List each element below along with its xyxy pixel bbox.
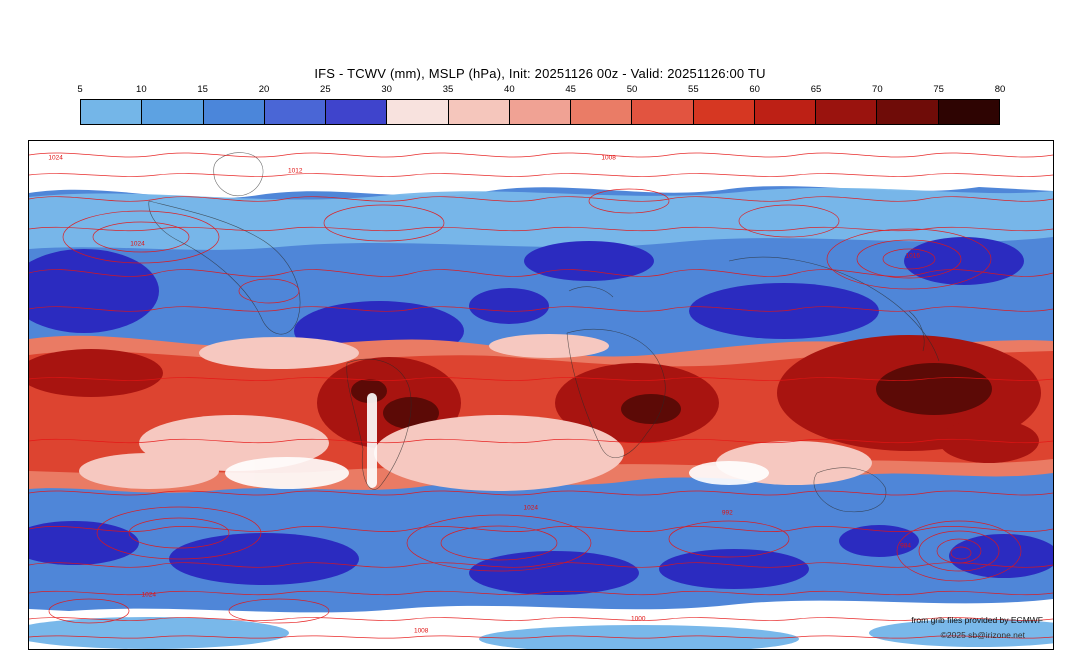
colorbar-segment [632,100,694,124]
colorbar-tick: 75 [933,84,944,95]
colorbar-tick: 15 [197,84,208,95]
world-tcwv-map-image [29,141,1053,649]
colorbar-segment [816,100,878,124]
colorbar-segment [754,100,817,124]
colorbar-wrap: 5 10 15 20 25 30 35 40 45 50 55 60 65 70 75 80 [77,84,1005,125]
colorbar-segment [877,100,939,124]
colorbar-tick: 70 [872,84,883,95]
mslp-contour-label: 1024 [48,154,63,162]
chart-title: IFS - TCWV (mm), MSLP (hPa), Init: 20251… [314,66,766,81]
attribution-source: from grib files provided by ECMWF [911,615,1043,625]
attribution-copyright: ©2025 sb@irizone.net [940,630,1025,640]
colorbar-tick: 5 [77,84,83,95]
colorbar [80,99,1000,125]
mslp-contour-label: 1008 [413,627,429,635]
colorbar-tick: 20 [258,84,270,95]
colorbar-tick: 10 [136,84,147,95]
colorbar-segment [509,100,572,124]
colorbar-segment [938,100,999,124]
mslp-contour-label: 984 [900,542,911,550]
colorbar-tick: 60 [749,84,760,95]
colorbar-segment [387,100,449,124]
colorbar-tick: 45 [565,84,576,95]
mslp-contour-label: 1024 [141,591,157,599]
colorbar-tick: 55 [688,84,699,95]
colorbar-tick: 65 [810,84,822,95]
mslp-contour-label: 1000 [631,615,646,623]
colorbar-segment [693,100,755,124]
mslp-contour-label: 992 [721,509,733,517]
colorbar-segment [326,100,388,124]
colorbar-segment [81,100,143,124]
colorbar-segment [448,100,510,124]
mslp-contour-label: 1016 [905,252,920,260]
colorbar-segment [264,100,327,124]
mslp-contour-label: 1024 [130,240,145,248]
colorbar-tick: 25 [320,84,331,95]
colorbar-segment [203,100,265,124]
colorbar-segment [142,100,204,124]
colorbar-tick: 30 [381,84,392,95]
colorbar-tick: 40 [504,84,515,95]
mslp-contour-label: 1008 [601,154,616,162]
mslp-contour-label: 1024 [523,504,538,512]
colorbar-tick-labels: 5 10 15 20 25 30 35 40 45 50 55 60 65 70 75 80 [77,84,1005,97]
colorbar-segment [571,100,633,124]
colorbar-tick: 35 [442,84,454,95]
mslp-contour-label: 1012 [288,167,303,175]
colorbar-tick: 80 [994,84,1006,95]
map-panel: 1024 1012 1008 1024 1016 1024 992 984 1024 1000 10… [28,140,1054,650]
colorbar-tick: 50 [626,84,638,95]
